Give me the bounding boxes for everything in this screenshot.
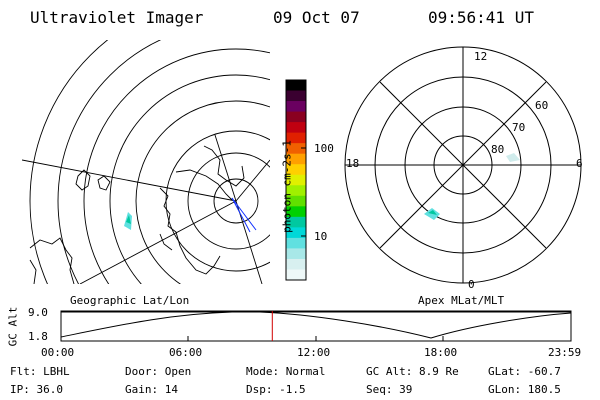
glon-info: GLon: 180.5 — [488, 383, 561, 396]
mlt-label-0: 0 — [468, 278, 475, 291]
color-bar-band — [286, 237, 306, 249]
color-bar-band — [286, 195, 306, 207]
color-bar-label-10: 10 — [314, 230, 328, 243]
lat-circle — [135, 100, 270, 284]
mlt-label-6: 6 — [576, 157, 583, 170]
apex-label: Apex MLat/MLT — [418, 294, 505, 307]
lat-circle — [213, 178, 259, 224]
x-tick-label: 12:00 — [297, 346, 331, 359]
mode-info: Mode: Normal — [246, 365, 326, 378]
color-bar-band — [286, 101, 306, 113]
lon-line — [235, 159, 270, 202]
mlt-label-18: 18 — [346, 157, 360, 170]
altitude-y-top: 9.0 — [28, 306, 48, 319]
instrument-title: Ultraviolet Imager — [30, 8, 204, 27]
gc-alt-info: GC Alt: 8.9 Re — [366, 365, 459, 378]
color-bar-band — [286, 132, 306, 144]
x-tick-label: 23:59 — [548, 346, 582, 359]
mlat-label-70: 70 — [512, 121, 526, 134]
altitude-curve — [60, 311, 572, 339]
aurora-spot-polar — [428, 210, 437, 215]
color-bar-unit-label: photon cm-2s-1 — [280, 140, 294, 233]
color-bar-band — [286, 185, 306, 197]
observation-time: 09:56:41 UT — [428, 8, 534, 27]
coastline — [203, 145, 245, 187]
coastline — [29, 237, 75, 284]
look-direction — [231, 197, 251, 233]
color-bar-band — [286, 206, 306, 218]
geographic-map — [22, 40, 270, 284]
color-bar-band — [286, 227, 306, 239]
mlat-label-60: 60 — [535, 99, 549, 112]
color-bar-band — [286, 143, 306, 155]
color-bar-label-100: 100 — [314, 142, 334, 155]
gain-info: Gain: 14 — [125, 383, 178, 396]
color-bar-frame — [285, 79, 307, 281]
color-bar-band — [286, 122, 306, 134]
lat-circle — [83, 48, 270, 284]
dsp-info: Dsp: -1.5 — [246, 383, 306, 396]
aurora-spot — [126, 215, 131, 224]
color-bar-band — [286, 90, 306, 102]
mlat-label-80: 80 — [491, 143, 505, 156]
x-tick-label: 06:00 — [169, 346, 203, 359]
color-bar-band — [286, 174, 306, 186]
mlt-label-12: 12 — [474, 50, 488, 63]
lat-circle — [57, 40, 162, 284]
aurora-spot-polar — [506, 153, 520, 162]
x-tick-label: 18:00 — [424, 346, 458, 359]
lat-circle — [109, 74, 270, 284]
color-bar-band — [286, 258, 306, 270]
door-info: Door: Open — [125, 365, 192, 378]
lat-circle — [29, 40, 109, 284]
coastline — [97, 175, 111, 191]
color-bar-band — [286, 80, 306, 92]
coastline — [75, 169, 91, 191]
color-bar-band — [286, 248, 306, 260]
lon-line — [214, 134, 237, 202]
lon-line — [22, 159, 237, 202]
color-bar-band — [286, 153, 306, 165]
color-bar — [286, 80, 306, 281]
polar-plot — [344, 46, 582, 284]
geographic-label: Geographic Lat/Lon — [70, 294, 190, 307]
altitude-y-bottom: 1.8 — [28, 330, 48, 343]
altitude-ylabel: GC Alt — [6, 306, 20, 347]
altitude-plot — [60, 310, 572, 342]
color-bar-band — [286, 164, 306, 176]
coastline — [29, 259, 37, 284]
mlt-diagonal — [379, 81, 547, 249]
color-bar-band — [286, 216, 306, 228]
lon-line — [235, 200, 263, 284]
observation-date: 09 Oct 07 — [273, 8, 360, 27]
glat-info: GLat: -60.7 — [488, 365, 561, 378]
filter-info: Flt: LBHL — [10, 365, 70, 378]
color-bar-band — [286, 269, 306, 281]
coastline — [159, 233, 173, 251]
color-bar-band — [286, 111, 306, 123]
coastline — [175, 169, 233, 201]
x-tick-label: 00:00 — [41, 346, 75, 359]
aurora-spot-polar — [424, 208, 440, 220]
lon-line — [79, 200, 237, 284]
ip-info: IP: 36.0 — [10, 383, 63, 396]
look-direction — [231, 197, 257, 231]
seq-info: Seq: 39 — [366, 383, 413, 396]
lat-circle — [187, 152, 270, 250]
coastline — [159, 187, 221, 275]
